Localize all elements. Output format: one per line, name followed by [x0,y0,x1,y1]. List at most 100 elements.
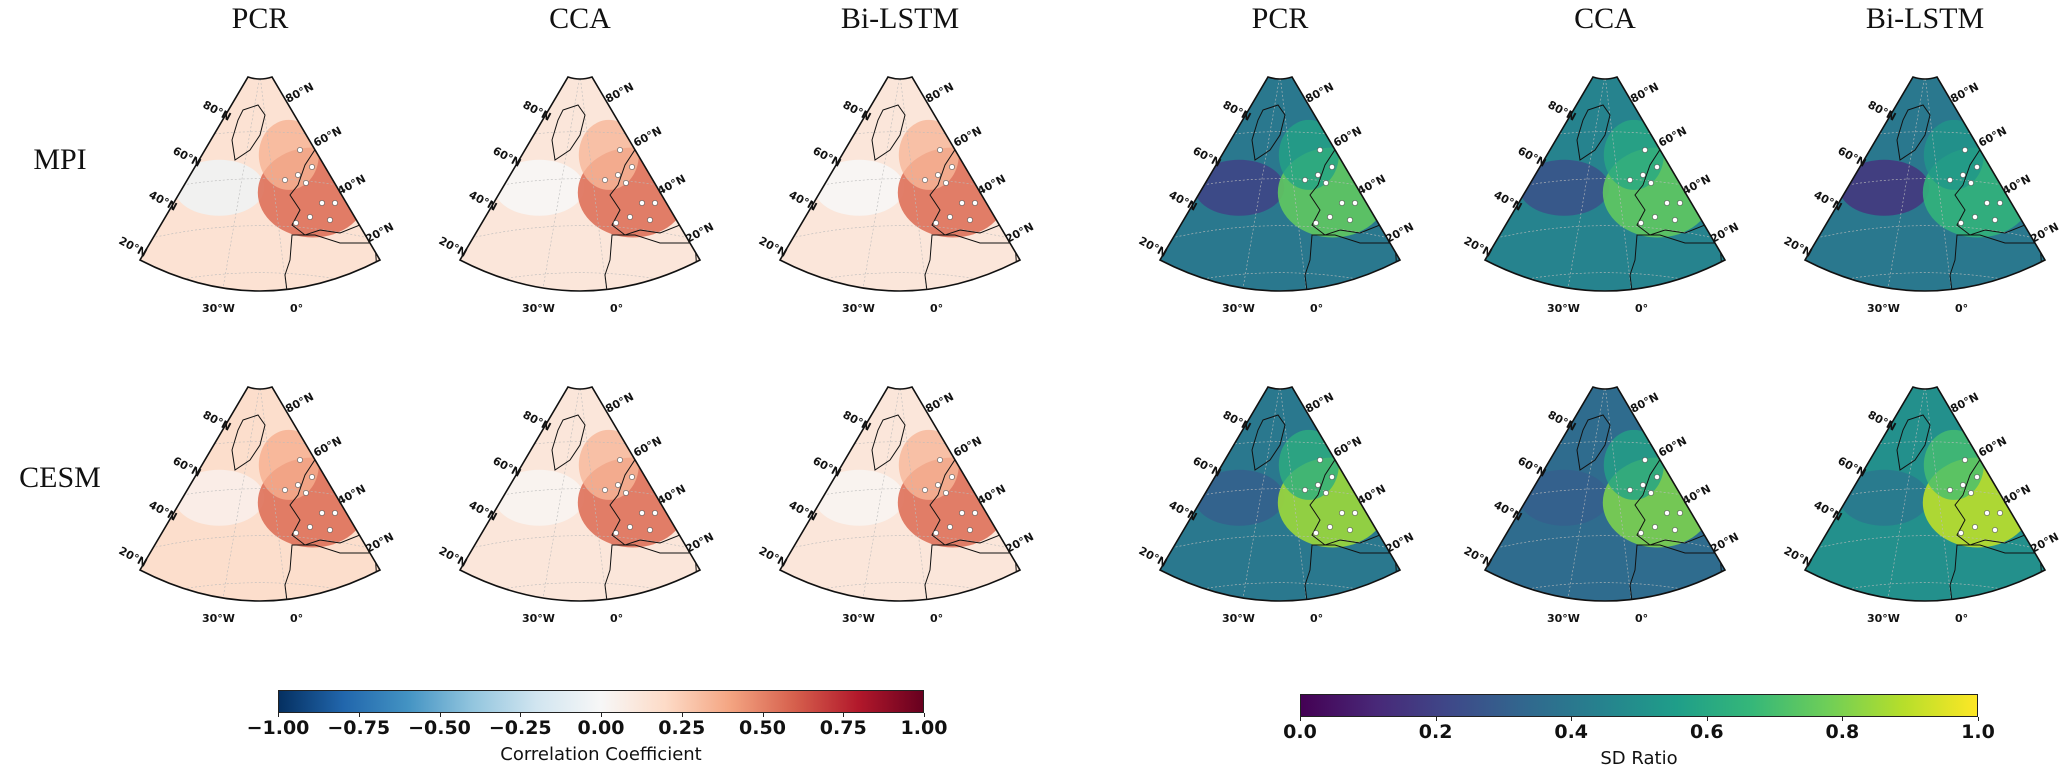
lat-tick-label-right: 60°N [631,124,664,150]
colorbar-tick-mark [439,713,441,717]
mid-atlantic-anomaly [814,159,905,216]
station-marker [1347,527,1353,533]
north-europe-anomaly [1923,119,1984,190]
lat-tick-label-left: 40°N [147,498,180,524]
lon-tick-label: 0° [1955,612,1968,625]
station-marker [1315,482,1321,488]
station-marker [1352,510,1358,516]
lat-tick-label-right: 20°N [683,220,716,246]
station-marker [652,510,658,516]
station-marker [937,147,943,153]
america-coastline [1485,266,1506,291]
mid-atlantic-anomaly [1194,469,1285,526]
latitude-gridline [140,272,380,288]
latitude-gridline [1160,131,1400,147]
station-marker [922,177,928,183]
lon-tick-label: 0° [290,612,303,625]
lat-tick-label-left: 80°N [1546,408,1579,434]
station-marker [1664,510,1670,516]
latitude-gridline [780,178,1020,194]
america-coastline [1805,576,1826,601]
longitude-gridline [1604,387,1635,601]
map-panel-sd-mpi-cca: 80°N 60°N 40°N 20°N 80°N 60°N 40°N 20°N 30°W 0° [1462,76,1741,315]
map-boundary [1483,386,1727,602]
north-europe-anomaly [258,429,319,500]
north-europe-anomaly [1923,429,1984,500]
america-coastline [460,266,481,291]
map-panel-sd-mpi-pcr: 80°N 60°N 40°N 20°N 80°N 60°N 40°N 20°N 30°W 0° [1137,76,1416,315]
lat-tick-label-left: 60°N [491,454,524,480]
lat-tick-label-left: 40°N [787,498,820,524]
map-panel-corr-cesm-pcr: 80°N 60°N 40°N 20°N 80°N 60°N 40°N 20°N 30°W 0° [117,386,396,625]
lat-tick-label-left: 80°N [1221,98,1254,124]
mid-atlantic-anomaly [494,469,585,526]
lat-tick-label-right: 80°N [603,390,636,416]
station-marker [1327,214,1333,220]
colorbar-tick-mark [1706,717,1708,721]
station-marker [1962,457,1968,463]
station-marker [1317,457,1323,463]
station-marker [1640,482,1646,488]
station-marker [1313,530,1319,536]
map-panel-corr-mpi-cca: 80°N 60°N 40°N 20°N 80°N 60°N 40°N 20°N 30°W 0° [437,76,716,315]
lat-tick-label-right: 20°N [363,220,396,246]
lat-tick-label-left: 20°N [1137,234,1170,260]
station-marker [959,510,965,516]
correlation-colorbar-label: Correlation Coefficient [500,744,702,765]
latitude-gridline [460,272,700,288]
lat-tick-label-right: 60°N [1656,124,1689,150]
station-marker [972,510,978,516]
station-marker [639,200,645,206]
longitude-gridline [259,77,290,291]
mid-atlantic-anomaly [814,469,905,526]
station-marker [623,180,629,186]
mid-atlantic-anomaly [1519,159,1610,216]
latitude-gridline [460,488,700,504]
longitude-gridline [1279,77,1310,291]
latitude-gridline [460,225,700,241]
lat-tick-label-right: 60°N [1656,434,1689,460]
map-panel-corr-mpi-bi-lstm: 80°N 60°N 40°N 20°N 80°N 60°N 40°N 20°N 30°W 0° [757,76,1036,315]
greenland-coastline [231,104,266,161]
america-coastline [780,576,801,601]
latitude-gridline [460,131,700,147]
column-title-corr-bi-lstm: Bi-LSTM [840,2,960,35]
lon-tick-label: 0° [1635,612,1648,625]
map-boundary [1483,76,1727,292]
station-marker [935,172,941,178]
station-marker [1984,510,1990,516]
america-coastline [1805,266,1826,291]
lat-tick-label-right: 80°N [923,80,956,106]
colorbar-tick-label: 0.0 [1283,721,1317,743]
africa-coastline [1949,544,2045,601]
colorbar-tick-label: 0.4 [1554,721,1589,743]
longitude-gridline [1604,77,1635,291]
lon-tick-label: 0° [1310,302,1323,315]
latitude-gridline [460,441,700,457]
lon-tick-label: 30°W [1867,612,1900,625]
lat-tick-label-left: 40°N [1492,188,1525,214]
station-marker [297,457,303,463]
station-marker [959,200,965,206]
lat-tick-label-left: 80°N [841,98,874,124]
latitude-gridline [1160,582,1400,598]
colorbar-tick-label: 1.00 [900,717,948,739]
latitude-gridline [1805,178,2045,194]
lat-tick-label-left: 20°N [437,544,470,570]
lat-tick-label-right: 80°N [1948,390,1981,416]
station-marker [1638,220,1644,226]
lat-tick-label-left: 20°N [1462,544,1495,570]
africa-coastline [604,544,700,601]
map-boundary [778,76,1022,292]
lat-tick-label-left: 20°N [757,544,790,570]
greenland-coastline [1576,104,1611,161]
lat-tick-label-right: 80°N [283,390,316,416]
lat-tick-label-right: 40°N [1355,482,1388,508]
latitude-gridline [1485,225,1725,241]
station-marker [1652,524,1658,530]
latitude-gridline [780,131,1020,147]
station-marker [967,217,973,223]
station-marker [935,482,941,488]
station-marker [1958,220,1964,226]
latitude-gridline [460,178,700,194]
